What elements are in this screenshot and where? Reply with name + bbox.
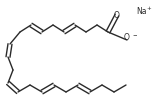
Text: Na: Na: [136, 8, 146, 16]
Text: +: +: [146, 5, 151, 11]
Text: O: O: [114, 11, 120, 19]
Text: O: O: [124, 33, 130, 43]
Text: −: −: [132, 32, 137, 37]
